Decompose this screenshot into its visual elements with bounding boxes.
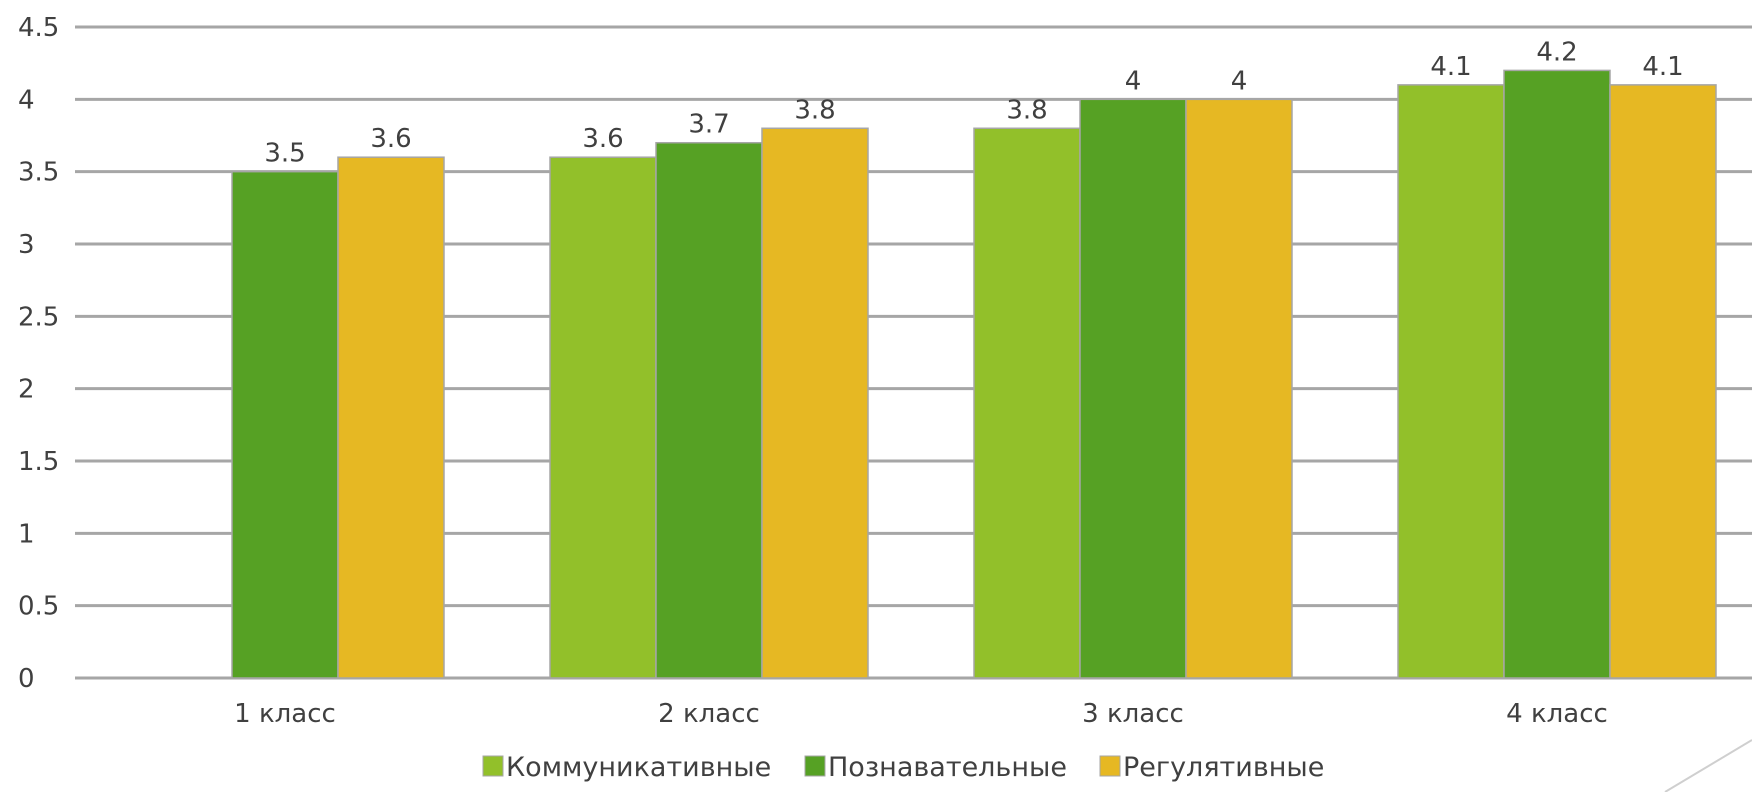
data-label: 3.7	[688, 110, 729, 140]
x-category-label: 4 класс	[1506, 699, 1608, 729]
legend-label: Регулятивные	[1123, 752, 1324, 783]
data-label: 3.5	[264, 139, 305, 169]
corner-decoration-line	[1664, 739, 1752, 793]
y-tick-label: 4.5	[18, 13, 59, 43]
data-label: 3.8	[794, 95, 835, 125]
y-tick-label: 3	[18, 230, 35, 260]
bar	[1079, 98, 1187, 679]
x-category-label: 2 класс	[658, 699, 760, 729]
data-label: 4	[1231, 66, 1248, 96]
y-tick-label: 0	[18, 664, 35, 694]
bar	[973, 127, 1081, 679]
legend: Коммуникативные Познавательные Регулятивны…	[482, 752, 1324, 783]
data-label: 3.6	[582, 124, 623, 154]
y-tick-label: 1	[18, 519, 35, 549]
bar	[655, 141, 763, 679]
data-label: 4.1	[1642, 52, 1683, 82]
y-tick-label: 4	[18, 85, 35, 115]
y-tick-label: 3.5	[18, 158, 59, 188]
bar	[1609, 84, 1717, 679]
bar	[337, 156, 445, 679]
legend-swatch	[804, 755, 826, 777]
legend-label: Коммуникативные	[506, 752, 771, 783]
bar	[761, 127, 869, 679]
data-label: 4	[1125, 66, 1142, 96]
data-label: 3.6	[370, 124, 411, 154]
bar	[549, 156, 657, 679]
bar	[1397, 84, 1505, 679]
legend-swatch	[482, 755, 504, 777]
slide-corner-decoration	[1664, 739, 1752, 793]
bar	[1503, 69, 1611, 679]
data-label: 4.1	[1430, 52, 1471, 82]
bar	[1185, 98, 1293, 679]
x-category-label: 3 класс	[1082, 699, 1184, 729]
bars	[231, 69, 1717, 679]
data-labels: 3.5 3.6 3.6 3.7 3.8 3.8 4 4 4.1 4.2 4.1	[264, 37, 1683, 168]
data-label: 4.2	[1536, 37, 1577, 67]
y-tick-label: 0.5	[18, 592, 59, 622]
x-axis-category-labels: 1 класс 2 класс 3 класс 4 класс	[234, 699, 1608, 729]
y-tick-label: 2	[18, 375, 35, 405]
y-tick-label: 2.5	[18, 302, 59, 332]
x-category-label: 1 класс	[234, 699, 336, 729]
y-axis-tick-labels: 0 0.5 1 1.5 2 2.5 3 3.5 4 4.5	[18, 13, 59, 694]
legend-swatch	[1099, 755, 1121, 777]
y-tick-label: 1.5	[18, 447, 59, 477]
bar	[231, 170, 339, 679]
data-label: 3.8	[1006, 95, 1047, 125]
legend-label: Познавательные	[828, 752, 1067, 783]
